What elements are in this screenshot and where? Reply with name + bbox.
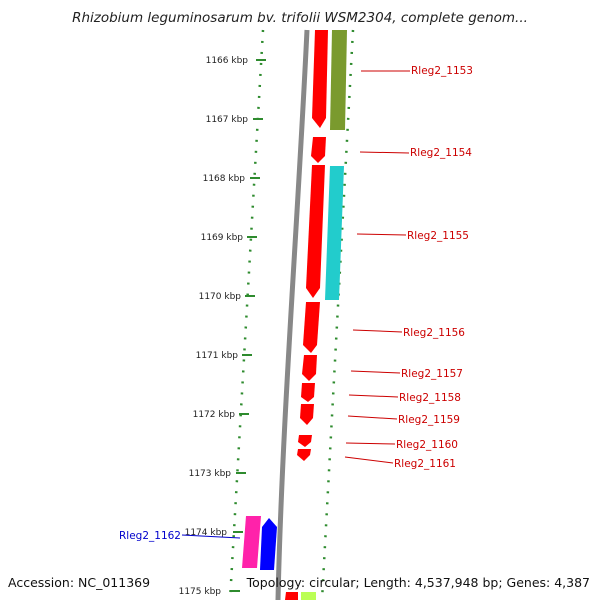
gene-arrow-rleg2-1158[interactable] xyxy=(301,383,315,402)
tick-label-1171: 1171 kbp xyxy=(196,351,239,361)
gene-arrow-partial[interactable] xyxy=(285,592,298,600)
gene-label-rleg2-1161[interactable]: Rleg2_1161 xyxy=(394,458,456,470)
leader-line-rleg2-1157 xyxy=(350,370,401,374)
gene-arrow-rleg2-1156[interactable] xyxy=(303,302,320,353)
leader-line-rleg2-1162 xyxy=(181,534,241,539)
tick-label-1168: 1168 kbp xyxy=(203,174,246,184)
gene-label-rleg2-1157[interactable]: Rleg2_1157 xyxy=(401,368,463,380)
gene-label-rleg2-1153[interactable]: Rleg2_1153 xyxy=(411,65,473,77)
tick-label-1175: 1175 kbp xyxy=(179,587,222,597)
gene-label-rleg2-1162[interactable]: Rleg2_1162 xyxy=(119,530,181,542)
gene-arrow-rleg2-1155[interactable] xyxy=(306,165,325,298)
gene-label-rleg2-1155[interactable]: Rleg2_1155 xyxy=(407,230,469,242)
accession-label: Accession: NC_011369 xyxy=(8,575,151,590)
gene-label-rleg2-1156[interactable]: Rleg2_1156 xyxy=(403,327,465,339)
gene-arrow-rleg2-1161[interactable] xyxy=(297,449,311,461)
gene-label-rleg2-1154[interactable]: Rleg2_1154 xyxy=(410,147,472,159)
leader-line-rleg2-1154 xyxy=(359,151,410,154)
gene-label-rleg2-1159[interactable]: Rleg2_1159 xyxy=(398,414,460,426)
cog-block-olive[interactable] xyxy=(330,30,347,130)
leader-line-rleg2-1155 xyxy=(356,233,407,236)
gene-arrow-rleg2-1159[interactable] xyxy=(300,404,314,425)
genome-backbone xyxy=(275,29,310,600)
gene-label-rleg2-1158[interactable]: Rleg2_1158 xyxy=(399,392,461,404)
leader-line-rleg2-1160 xyxy=(345,442,396,445)
cog-block-cyan[interactable] xyxy=(325,166,344,300)
gene-arrow-rleg2-1153[interactable] xyxy=(312,30,328,128)
tick-label-1173: 1173 kbp xyxy=(189,469,232,479)
tick-label-1169: 1169 kbp xyxy=(201,233,244,243)
tick-label-1166: 1166 kbp xyxy=(206,56,249,66)
tick-label-1174: 1174 kbp xyxy=(185,528,228,538)
gene-arrow-rleg2-1157[interactable] xyxy=(302,355,317,381)
map-title: Rhizobium leguminosarum bv. trifolii WSM… xyxy=(72,10,528,26)
ruler-ticks: 1166 kbp 1167 kbp 1168 kbp 1169 kbp 1170… xyxy=(179,56,266,597)
leader-line-rleg2-1161 xyxy=(344,456,394,464)
gene-arrow-rleg2-1154[interactable] xyxy=(311,137,326,163)
topology-summary: Topology: circular; Length: 4,537,948 bp… xyxy=(246,575,590,590)
leader-line-rleg2-1156 xyxy=(352,329,403,333)
gene-arrow-rleg2-1160[interactable] xyxy=(298,435,312,447)
tick-label-1167: 1167 kbp xyxy=(206,115,249,125)
cog-block-magenta[interactable] xyxy=(242,516,261,568)
gene-labels: Rleg2_1153 Rleg2_1154 Rleg2_1155 Rleg2_1… xyxy=(119,65,473,542)
gene-arrow-rleg2-1162[interactable] xyxy=(260,518,277,570)
tick-label-1172: 1172 kbp xyxy=(193,410,236,420)
leader-line-rleg2-1159 xyxy=(347,415,398,420)
gene-label-rleg2-1160[interactable]: Rleg2_1160 xyxy=(396,439,458,451)
tick-label-1170: 1170 kbp xyxy=(199,292,242,302)
cog-block-partial xyxy=(301,592,316,600)
leader-line-rleg2-1158 xyxy=(348,394,399,398)
